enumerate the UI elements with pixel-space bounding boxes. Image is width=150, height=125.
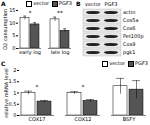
svg-text:COX17: COX17 — [29, 116, 46, 122]
svg-text:5: 5 — [12, 32, 15, 38]
svg-text:*: * — [36, 83, 39, 90]
html-text:PGF3: PGF3 — [59, 0, 72, 6]
svg-text:10: 10 — [9, 20, 15, 26]
svg-text:0: 0 — [13, 112, 16, 118]
svg-text:actin: actin — [123, 9, 135, 15]
svg-text:late log: late log — [51, 49, 70, 56]
svg-text:B: B — [76, 0, 81, 7]
html-text:vector: vector — [109, 60, 125, 66]
html-text:vector: vector — [33, 0, 49, 6]
svg-text:15: 15 — [9, 7, 15, 13]
svg-text:**: ** — [57, 9, 63, 16]
svg-text:Cox6: Cox6 — [123, 25, 136, 31]
html-text:C: C — [1, 60, 6, 67]
svg-text:vector: vector — [85, 1, 102, 7]
svg-text:2: 2 — [13, 67, 16, 73]
html-text:A: A — [1, 0, 6, 7]
svg-text:PGF3: PGF3 — [105, 1, 118, 7]
svg-text:BSFY: BSFY — [123, 116, 136, 122]
svg-text:Pet100p: Pet100p — [123, 33, 144, 40]
svg-text:Cox9: Cox9 — [123, 41, 136, 47]
svg-text:relative mRNA level: relative mRNA level — [3, 68, 9, 117]
svg-text:*: * — [29, 9, 32, 16]
svg-text:1.5: 1.5 — [9, 78, 17, 84]
svg-text:early log: early log — [19, 49, 41, 56]
svg-text:0: 0 — [12, 45, 15, 51]
svg-text:O2 consumption: O2 consumption — [2, 9, 9, 50]
html-text:PGF3: PGF3 — [135, 60, 148, 66]
svg-text:*: * — [82, 83, 85, 90]
svg-text:1: 1 — [13, 90, 16, 96]
svg-text:pgk1: pgk1 — [123, 49, 135, 56]
svg-text:COX12: COX12 — [75, 116, 92, 122]
svg-text:Cox5a: Cox5a — [123, 17, 139, 23]
svg-text:0.5: 0.5 — [9, 101, 17, 107]
